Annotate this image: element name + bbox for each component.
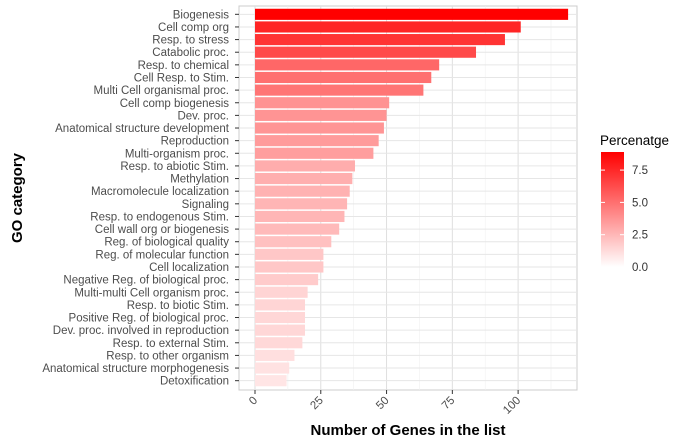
category-label: Dev. proc. involved in reproduction [53, 325, 229, 337]
bar [255, 185, 350, 197]
legend-ticks: 0.0 2.5 5.0 7.5 [601, 165, 648, 274]
bar [255, 248, 324, 260]
x-tick-label: 25 [308, 395, 326, 413]
bar [255, 324, 305, 336]
category-label: Resp. to external Stim. [113, 338, 229, 350]
category-label: Resp. to abiotic Stim. [120, 161, 229, 173]
bar [255, 147, 374, 159]
bar [255, 59, 440, 71]
category-label: Negative Reg. of biological proc. [63, 275, 229, 287]
bar [255, 97, 390, 109]
category-label: Positive Reg. of biological proc. [69, 313, 229, 325]
legend: Percenatge 0.0 2.5 5.0 7.5 [600, 133, 669, 274]
bar [255, 109, 387, 121]
x-axis-title: Number of Genes in the list [310, 422, 505, 439]
bar [255, 172, 353, 185]
category-label: Resp. to biotic Stim. [127, 300, 229, 312]
bar [255, 362, 290, 374]
category-label: Signaling [182, 199, 229, 211]
category-label: Cell comp biogenesis [120, 98, 230, 110]
bar [255, 21, 521, 33]
bar [255, 286, 308, 298]
y-axis-title: GO category [9, 152, 26, 243]
category-label: Methylation [170, 174, 229, 186]
x-tick-label: 100 [501, 395, 523, 417]
bar [255, 349, 295, 361]
category-label: Detoxification [160, 376, 229, 388]
category-label: Biogenesis [173, 9, 230, 21]
x-tick-label: 0 [247, 395, 260, 408]
category-label: Anatomical structure morphogenesis [42, 363, 229, 375]
x-tick-label: 50 [374, 395, 392, 413]
bar [255, 210, 345, 223]
category-label: Resp. to other organism [106, 350, 229, 362]
legend-title: Percenatge [600, 133, 669, 148]
bar [255, 8, 569, 20]
legend-label: 2.5 [632, 230, 648, 242]
x-tick-labels: 0 25 50 75 100 [247, 390, 523, 417]
bar [255, 375, 287, 387]
category-label: Cell localization [149, 262, 229, 274]
category-label: Multi-organism proc. [125, 148, 229, 160]
bar [255, 84, 424, 96]
bar [255, 274, 319, 286]
category-label: Dev. proc. [177, 110, 229, 122]
category-label: Catabolic proc. [152, 47, 229, 59]
bar [255, 160, 355, 172]
bar [255, 299, 305, 311]
category-label: Cell wall org or biogenesis [95, 224, 229, 236]
x-tick-label: 75 [440, 395, 458, 413]
legend-label: 5.0 [632, 197, 648, 209]
bars [255, 8, 569, 387]
category-label: Reg. of molecular function [95, 249, 229, 261]
category-label: Resp. to chemical [138, 60, 229, 72]
bar [255, 236, 332, 248]
category-label: Cell comp org [158, 22, 229, 34]
legend-label: 7.5 [632, 165, 648, 177]
legend-label: 0.0 [632, 262, 648, 274]
legend-colorbar [601, 152, 624, 267]
category-label: Resp. to endogenous Stim. [90, 211, 229, 223]
bar [255, 71, 432, 84]
category-label: Multi Cell organismal proc. [94, 85, 230, 97]
bar [255, 337, 303, 349]
bar [255, 34, 505, 46]
bar [255, 311, 305, 324]
category-label: Reg. of biological quality [104, 237, 229, 249]
bar [255, 135, 379, 147]
bar [255, 122, 384, 134]
category-label: Multi-multi Cell organism proc. [74, 287, 229, 299]
category-label: Cell Resp. to Stim. [134, 72, 229, 84]
category-label: Reproduction [161, 136, 229, 148]
category-label: Anatomical structure development [55, 123, 230, 135]
bar [255, 198, 348, 210]
bar [255, 261, 324, 273]
bar [255, 46, 477, 58]
bar [255, 223, 340, 235]
category-label: Macromolecule localization [91, 186, 229, 198]
category-label: Resp. to stress [152, 35, 229, 47]
